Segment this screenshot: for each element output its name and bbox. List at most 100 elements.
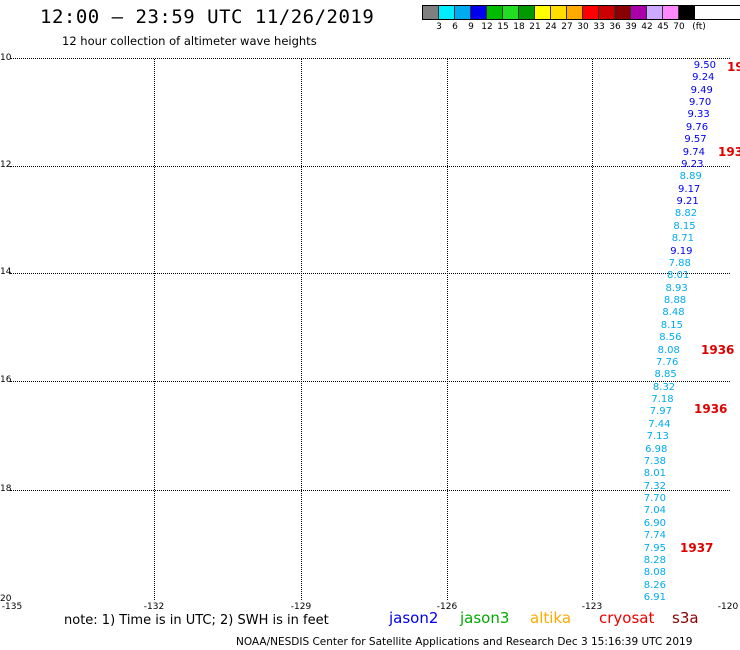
- longitude-label: -123: [581, 602, 603, 612]
- wave-height-value: 9.74: [682, 146, 705, 158]
- legend-swatch: [519, 6, 535, 19]
- latitude-label: 20: [0, 594, 12, 604]
- latitude-label: 18: [0, 484, 12, 494]
- wave-height-value: 8.32: [652, 381, 676, 393]
- legend-swatch: [423, 6, 439, 19]
- legend-color-bar: [422, 5, 740, 20]
- legend-swatch: [679, 6, 695, 19]
- wave-height-value: 6.91: [643, 592, 666, 603]
- wave-height-value: 7.95: [643, 542, 666, 554]
- latitude-label: 16: [0, 375, 12, 385]
- wave-height-value: 7.32: [643, 480, 666, 492]
- wave-height-value: 9.19: [670, 245, 693, 257]
- footer-credit: NOAA/NESDIS Center for Satellite Applica…: [236, 636, 693, 648]
- legend-label: 12: [481, 22, 493, 32]
- wave-height-value: 7.88: [668, 257, 691, 269]
- wave-height-value: 9.70: [689, 97, 712, 109]
- legend-label: 24: [545, 22, 557, 32]
- wave-height-value: 9.24: [692, 72, 715, 84]
- pass-time-label: 193: [718, 145, 740, 159]
- legend-swatch: [551, 6, 567, 19]
- latitude-gridline: [10, 490, 730, 491]
- page-subtitle: 12 hour collection of altimeter wave hei…: [62, 34, 317, 48]
- latitude-label: 14: [0, 267, 12, 277]
- legend-label: 3: [436, 22, 442, 32]
- legend-swatch: [471, 6, 487, 19]
- wave-height-value: 7.74: [643, 530, 666, 542]
- wave-height-value: 9.49: [690, 84, 713, 96]
- wave-height-value: 8.93: [665, 282, 688, 294]
- wave-height-value: 7.18: [651, 394, 674, 406]
- legend-label: 21: [529, 22, 541, 32]
- wave-height-value: 9.76: [685, 121, 709, 133]
- wave-height-value: 9.21: [676, 196, 699, 208]
- color-legend: 3 6 9 12 15 18 21 24 27 30 33 36 39 42 45 70 (ft): [422, 5, 740, 34]
- wave-height-value: 8.15: [673, 220, 696, 232]
- legend-label: 18: [513, 22, 525, 32]
- legend-swatch: [631, 6, 647, 19]
- pass-time-label: 1936: [694, 402, 728, 416]
- legend-label: 9: [468, 22, 474, 32]
- page-title: 12:00 — 23:59 UTC 11/26/2019: [40, 6, 375, 28]
- longitude-label: -132: [143, 602, 165, 612]
- wave-height-value: 8.82: [674, 208, 698, 220]
- wave-height-value: 7.70: [643, 493, 666, 505]
- wave-height-value: 8.26: [643, 579, 666, 591]
- legend-label: 30: [577, 22, 589, 32]
- longitude-gridline: [154, 59, 155, 600]
- wave-height-value: 6.90: [643, 517, 666, 529]
- wave-height-map: [10, 58, 730, 600]
- legend-labels: 3 6 9 12 15 18 21 24 27 30 33 36 39 42 45 70 (ft): [422, 20, 740, 34]
- wave-height-value: 9.23: [681, 158, 704, 170]
- legend-label: 42: [641, 22, 653, 32]
- legend-swatch: [455, 6, 471, 19]
- pass-time-label: 1937: [680, 541, 714, 555]
- wave-height-value: 8.71: [671, 233, 695, 245]
- longitude-label: -126: [436, 602, 458, 612]
- latitude-gridline: [10, 166, 730, 167]
- wave-height-value: 8.88: [663, 295, 687, 307]
- legend-swatch: [615, 6, 631, 19]
- wave-height-value: 8.08: [643, 567, 666, 579]
- legend-label: 36: [609, 22, 621, 32]
- wave-height-value: 9.33: [687, 109, 710, 121]
- wave-height-value: 8.56: [659, 332, 682, 344]
- latitude-label: 10: [0, 53, 12, 63]
- wave-height-value: 7.76: [656, 356, 679, 368]
- legend-swatch: [583, 6, 599, 19]
- legend-label: (ft): [692, 22, 706, 32]
- longitude-label: -135: [1, 602, 23, 612]
- legend-swatch: [487, 6, 503, 19]
- longitude-gridline: [447, 59, 448, 600]
- wave-height-value: 8.85: [654, 369, 677, 381]
- legend-label: 70: [673, 22, 685, 32]
- satellite-name: cryosat: [599, 609, 655, 627]
- longitude-gridline: [592, 59, 593, 600]
- wave-height-value: 8.01: [643, 468, 666, 480]
- legend-label: 45: [657, 22, 669, 32]
- satellite-name: altika: [530, 609, 572, 627]
- wave-height-value: 8.15: [660, 319, 684, 331]
- wave-height-value: 7.97: [649, 406, 673, 418]
- wave-height-value: 8.89: [679, 171, 702, 183]
- wave-height-value: 8.01: [667, 270, 690, 282]
- wave-height-value: 8.08: [657, 344, 680, 356]
- wave-height-value: 8.48: [662, 307, 685, 319]
- legend-swatch: [503, 6, 519, 19]
- legend-swatch: [647, 6, 663, 19]
- legend-label: 6: [452, 22, 458, 32]
- longitude-label: -120: [717, 602, 739, 612]
- legend-label: 33: [593, 22, 605, 32]
- legend-swatch: [439, 6, 455, 19]
- pass-time-label: 19: [727, 60, 740, 74]
- legend-swatch: [535, 6, 551, 19]
- wave-height-value: 7.44: [648, 418, 671, 430]
- longitude-gridline: [301, 59, 302, 600]
- footer-note: note: 1) Time is in UTC; 2) SWH is in fe…: [64, 613, 329, 628]
- wave-height-value: 7.38: [643, 455, 666, 467]
- latitude-label: 12: [0, 160, 12, 170]
- legend-swatch: [567, 6, 583, 19]
- wave-height-value: 9.57: [684, 134, 707, 146]
- wave-height-value: 6.98: [645, 443, 668, 455]
- latitude-gridline: [10, 273, 730, 274]
